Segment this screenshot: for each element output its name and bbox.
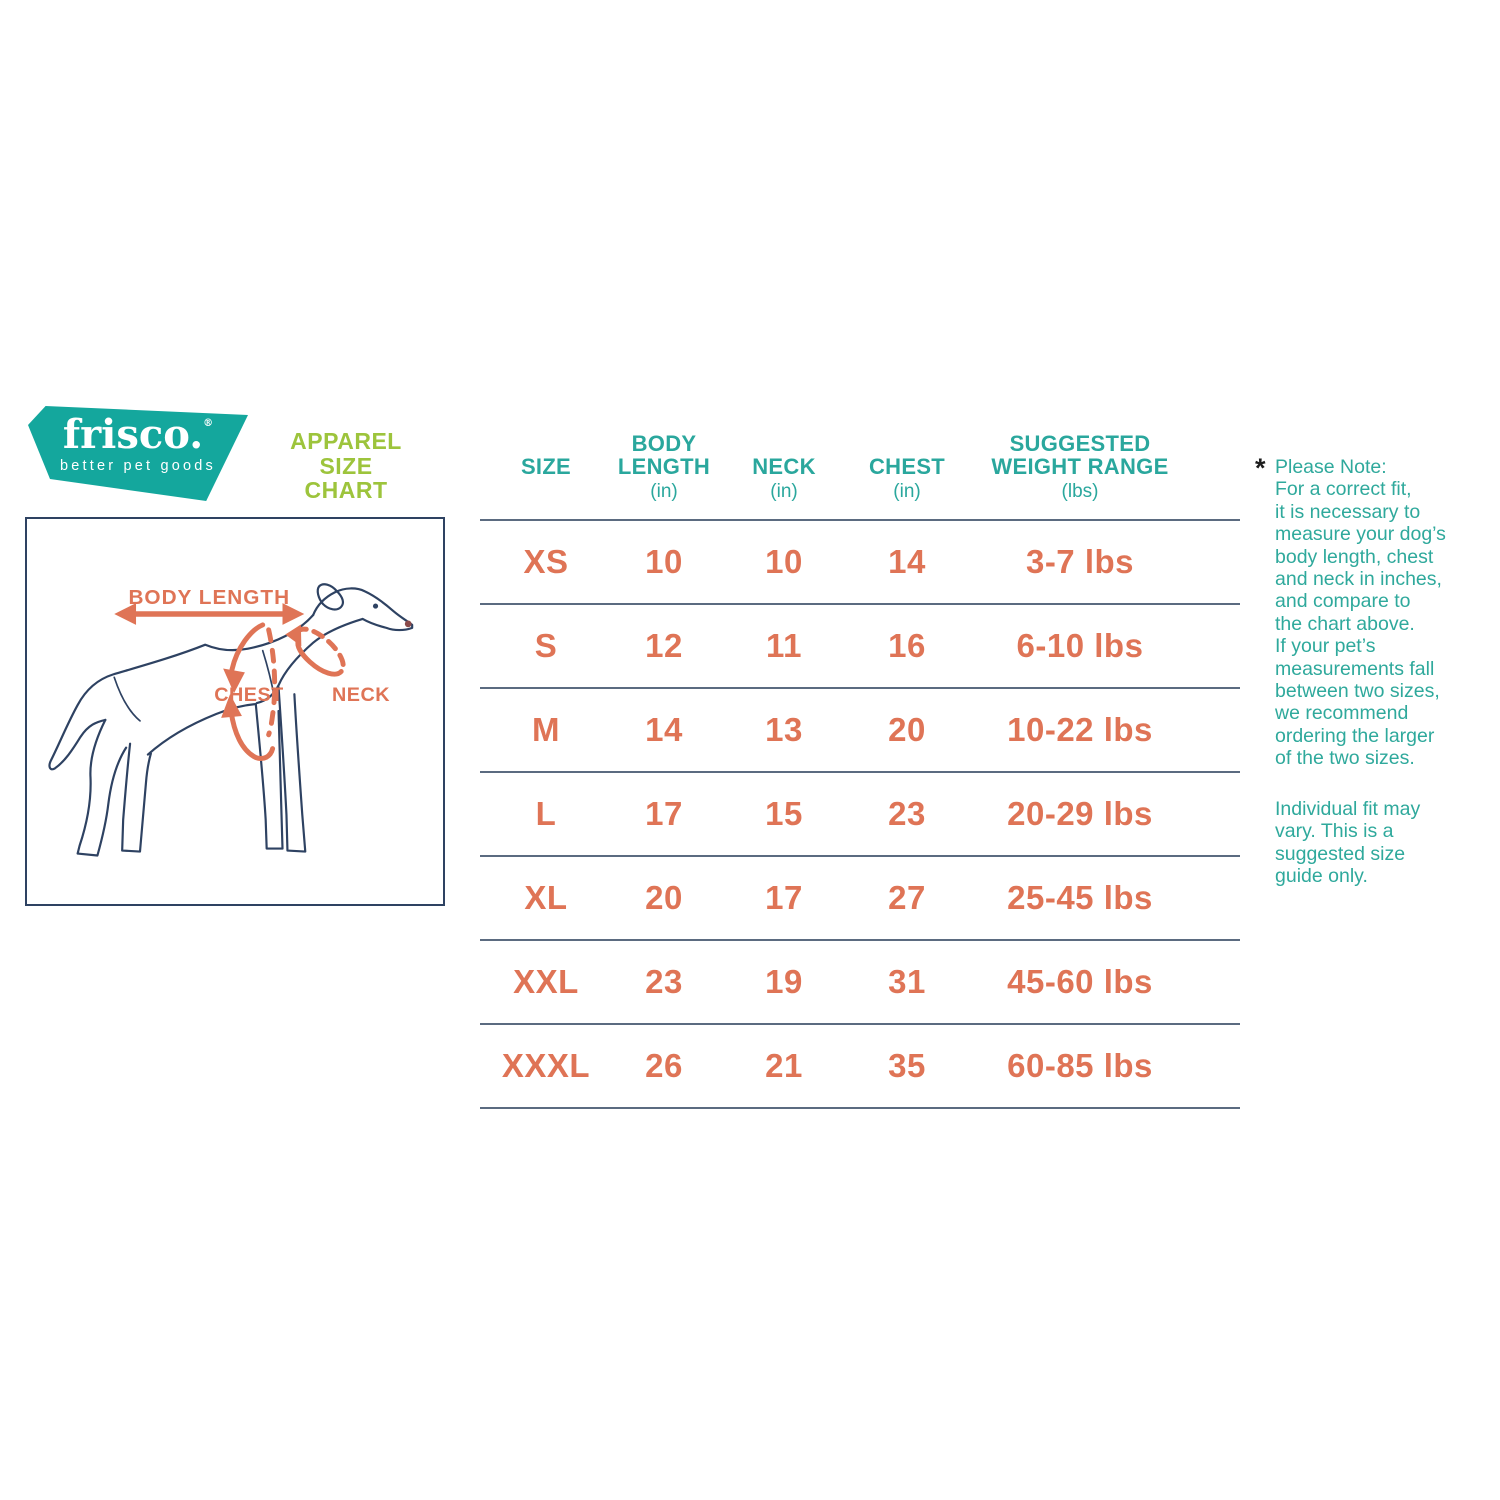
neck-value: 19 xyxy=(765,963,803,1000)
fit-note-secondary: Individual fit may vary. This is a sugge… xyxy=(1275,797,1421,887)
size-value: XXXL xyxy=(501,1047,591,1084)
header-size: SIZE xyxy=(520,454,572,479)
arrow-left-icon xyxy=(114,603,137,625)
table-row: XS 10 10 14 3-7 lbs xyxy=(480,521,1240,605)
table-row: S 12 11 16 6-10 lbs xyxy=(480,605,1240,689)
chest-arrow-up-icon xyxy=(221,694,242,718)
weight-value: 20-29 lbs xyxy=(1007,795,1153,832)
frisco-logo: frisco.® xyxy=(28,411,248,458)
size-value: M xyxy=(532,711,560,748)
weight-value: 3-7 lbs xyxy=(1025,543,1135,580)
size-value: S xyxy=(534,627,558,664)
frisco-logo-banner: frisco.® better pet goods xyxy=(28,406,248,501)
fit-note-body: Please Note: For a correct fit, it is ne… xyxy=(1275,456,1467,887)
neck-arrow-icon xyxy=(285,624,302,647)
table-header-row: SIZE BODY LENGTH (in) NECK (in) CHEST (i… xyxy=(480,419,1240,521)
body-length-value: 17 xyxy=(645,795,683,832)
neck-value: 21 xyxy=(765,1047,803,1084)
table-row: XL 20 17 27 25-45 lbs xyxy=(480,857,1240,941)
body-length-value: 23 xyxy=(645,963,683,1000)
chest-value: 16 xyxy=(888,627,926,664)
table-row: M 14 13 20 10-22 lbs xyxy=(480,689,1240,773)
chest-value: 35 xyxy=(888,1047,926,1084)
chest-value: 14 xyxy=(888,543,926,580)
chest-annotation xyxy=(228,622,278,761)
size-value: L xyxy=(535,795,557,832)
dog-outline xyxy=(48,583,414,857)
body-length-label: BODY LENGTH xyxy=(128,586,290,609)
neck-label: NECK xyxy=(332,684,390,706)
header-body-length: BODY LENGTH (in) xyxy=(617,431,711,502)
weight-value: 60-85 lbs xyxy=(1007,1047,1153,1084)
dog-nose xyxy=(404,620,412,628)
neck-value: 13 xyxy=(765,711,803,748)
weight-value: 6-10 lbs xyxy=(1016,627,1144,664)
body-length-value: 26 xyxy=(645,1047,683,1084)
fit-note: * Please Note: For a correct fit, it is … xyxy=(1255,453,1467,887)
size-table: SIZE BODY LENGTH (in) NECK (in) CHEST (i… xyxy=(480,419,1240,1109)
dog-measurement-diagram: BODY LENGTH CHEST NECK xyxy=(25,517,445,906)
table-row: XXL 23 19 31 45-60 lbs xyxy=(480,941,1240,1025)
asterisk: * xyxy=(1255,453,1266,483)
size-value: XXL xyxy=(513,963,579,1000)
body-length-value: 12 xyxy=(645,627,683,664)
table-row: XXXL 26 21 35 60-85 lbs xyxy=(480,1025,1240,1109)
page-title-line1: APPAREL xyxy=(290,428,402,454)
arrow-right-icon xyxy=(282,603,305,625)
body-length-value: 14 xyxy=(645,711,683,748)
registered-mark: ® xyxy=(203,418,214,429)
neck-value: 10 xyxy=(765,543,803,580)
frisco-tagline: better pet goods xyxy=(60,458,216,474)
page-title-line2: SIZE CHART xyxy=(304,452,388,503)
dog-eye xyxy=(372,603,379,609)
size-value: XL xyxy=(524,879,568,916)
neck-value: 15 xyxy=(765,795,803,832)
frisco-logo-text: frisco. xyxy=(62,411,204,458)
weight-value: 25-45 lbs xyxy=(1007,879,1153,916)
neck-annotation xyxy=(285,624,346,677)
weight-value: 45-60 lbs xyxy=(1007,963,1153,1000)
chest-value: 27 xyxy=(888,879,926,916)
chest-label: CHEST xyxy=(214,684,284,706)
neck-value: 11 xyxy=(766,627,802,664)
header-neck: NECK (in) xyxy=(752,454,816,502)
table-row: L 17 15 23 20-29 lbs xyxy=(480,773,1240,857)
chest-value: 23 xyxy=(888,795,926,832)
body-length-annotation: BODY LENGTH xyxy=(114,586,305,625)
page-title: APPAREL SIZE CHART xyxy=(272,429,420,503)
dog-diagram-svg: BODY LENGTH CHEST NECK xyxy=(48,583,414,857)
chest-value: 20 xyxy=(888,711,926,748)
header-chest: CHEST (in) xyxy=(868,454,946,502)
size-value: XS xyxy=(523,543,569,580)
chest-arrow-down-icon xyxy=(223,668,245,694)
chest-value: 31 xyxy=(888,963,926,1000)
neck-value: 17 xyxy=(765,879,803,916)
weight-value: 10-22 lbs xyxy=(1007,711,1153,748)
body-length-value: 20 xyxy=(645,879,683,916)
fit-note-primary: Please Note: For a correct fit, it is ne… xyxy=(1275,456,1446,770)
body-length-value: 10 xyxy=(645,543,683,580)
header-weight-range: SUGGESTED WEIGHT RANGE (lbs) xyxy=(991,431,1169,502)
